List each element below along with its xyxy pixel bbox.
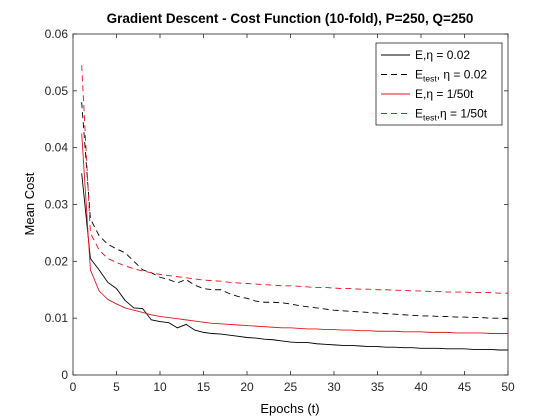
- series-line-2: [81, 102, 509, 320]
- y-tick-label: 0: [61, 368, 68, 382]
- x-tick-label: 20: [240, 380, 254, 394]
- x-tick-label: 15: [197, 380, 211, 394]
- x-tick-label: 10: [153, 380, 167, 394]
- x-tick-label: 35: [371, 380, 385, 394]
- series-layer: [81, 65, 509, 351]
- chart-title: Gradient Descent - Cost Function (10-fol…: [107, 11, 474, 26]
- series-line-4: [81, 65, 508, 294]
- legend-box: [375, 42, 503, 126]
- legend: E,η = 0.02 Etest, η = 0.02 E,η = 1/50t Etes…: [375, 42, 503, 126]
- axes-layer: 0 5 10 15 20 25 30 35 40 45 50 0 0.01 0.02 0.03 0.04 0.0…: [45, 27, 515, 394]
- legend-label-2: Etest, η = 0.02: [415, 68, 487, 84]
- x-tick-label: 45: [458, 380, 472, 394]
- x-tick-label: 5: [113, 380, 120, 394]
- x-axis-label: Epochs (t): [260, 401, 319, 416]
- y-tick-label: 0.02: [45, 254, 69, 268]
- legend-label-4: Etest,η = 1/50t: [415, 107, 488, 123]
- series-line-3: [81, 133, 508, 334]
- y-tick-label: 0.01: [45, 311, 69, 325]
- x-tick-label: 0: [70, 380, 77, 394]
- x-tick-label: 40: [414, 380, 428, 394]
- legend-label-1: E,η = 0.02: [415, 48, 470, 62]
- y-tick-label: 0.05: [45, 84, 69, 98]
- y-tick-label: 0.06: [45, 27, 69, 41]
- y-tick-label: 0.04: [45, 141, 69, 155]
- x-tick-label: 25: [284, 380, 298, 394]
- series-line-1: [81, 173, 508, 351]
- x-tick-label: 50: [501, 380, 515, 394]
- y-tick-label: 0.03: [45, 198, 69, 212]
- legend-label-3: E,η = 1/50t: [415, 87, 474, 101]
- y-axis-label: Mean Cost: [22, 172, 37, 235]
- x-tick-label: 30: [327, 380, 341, 394]
